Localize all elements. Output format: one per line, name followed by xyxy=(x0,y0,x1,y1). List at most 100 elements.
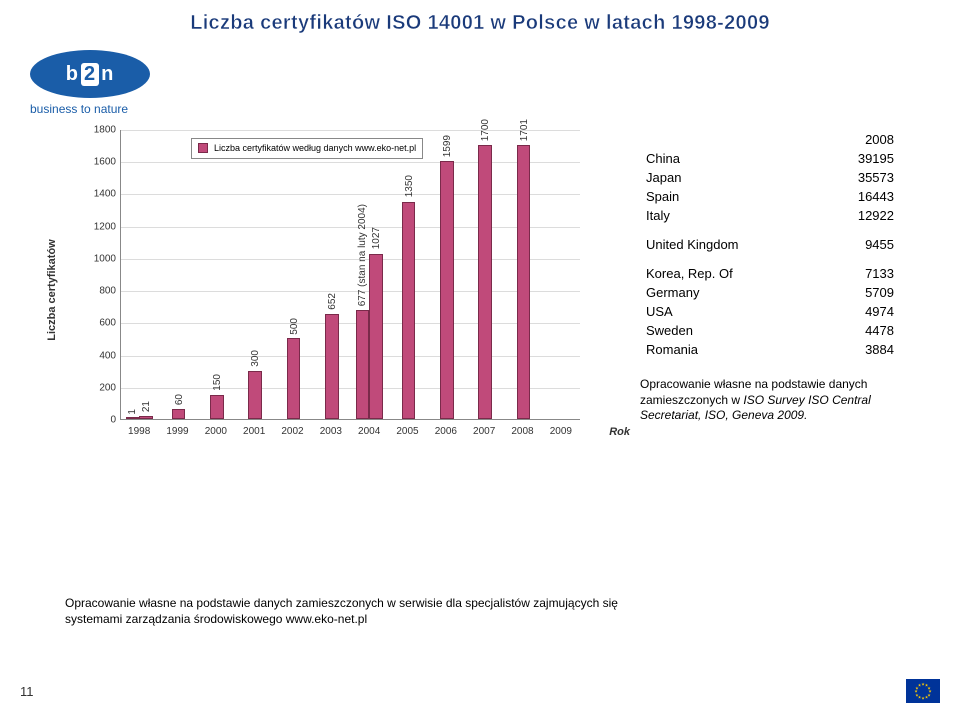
x-tick: 2004 xyxy=(358,426,380,437)
table-source: Opracowanie własne na podstawie danych z… xyxy=(640,377,900,424)
value-cell: 4478 xyxy=(818,321,900,340)
bar xyxy=(369,254,382,419)
country-cell: Romania xyxy=(640,340,818,359)
country-cell: United Kingdom xyxy=(640,235,818,254)
bar xyxy=(126,417,139,419)
bar xyxy=(325,314,338,419)
bar-label: 1027 xyxy=(371,227,382,249)
table-row: United Kingdom9455 xyxy=(640,235,900,254)
x-tick: 1998 xyxy=(128,426,150,437)
bar-label: 300 xyxy=(250,350,261,367)
grid-line xyxy=(121,227,580,228)
page-number: 11 xyxy=(20,684,34,699)
country-cell: Spain xyxy=(640,187,818,206)
y-tick: 400 xyxy=(88,350,116,361)
table-row: Italy12922 xyxy=(640,206,900,225)
logo-tagline: business to nature xyxy=(30,102,160,116)
bar-label: 21 xyxy=(141,401,152,412)
x-tick: 2006 xyxy=(435,426,457,437)
bar-label: 1701 xyxy=(519,119,530,141)
country-cell: China xyxy=(640,149,818,168)
table-row: Japan35573 xyxy=(640,168,900,187)
country-table: 2008 China39195Japan35573Spain16443Italy… xyxy=(640,130,900,359)
logo-2: 2 xyxy=(81,63,99,86)
bar-label: 677 (stan na luty 2004) xyxy=(357,204,368,306)
star-icon: ★ xyxy=(921,696,925,701)
value-cell: 4974 xyxy=(818,302,900,321)
bar-label: 1599 xyxy=(442,135,453,157)
grid-line xyxy=(121,259,580,260)
chart-legend: Liczba certyfikatów według danych www.ek… xyxy=(191,138,423,159)
value-cell: 39195 xyxy=(818,149,900,168)
x-tick: 2002 xyxy=(281,426,303,437)
bar xyxy=(402,202,415,420)
grid-line xyxy=(121,194,580,195)
y-tick: 800 xyxy=(88,286,116,297)
table-row: Sweden4478 xyxy=(640,321,900,340)
x-tick: 2005 xyxy=(396,426,418,437)
bar xyxy=(287,338,300,419)
bar xyxy=(248,371,261,419)
star-icon: ★ xyxy=(925,695,929,700)
bar xyxy=(440,161,453,419)
bar-label: 1 xyxy=(127,409,138,415)
y-axis-label: Liczba certyfikatów xyxy=(46,239,58,340)
value-cell: 3884 xyxy=(818,340,900,359)
grid-line xyxy=(121,388,580,389)
table-row: Romania3884 xyxy=(640,340,900,359)
bar xyxy=(139,416,152,419)
value-cell: 5709 xyxy=(818,283,900,302)
table-year: 2008 xyxy=(818,130,900,149)
x-tick: 2000 xyxy=(205,426,227,437)
grid-line xyxy=(121,162,580,163)
grid-line xyxy=(121,356,580,357)
legend-text: Liczba certyfikatów według danych www.ek… xyxy=(214,143,416,154)
country-table-block: 2008 China39195Japan35573Spain16443Italy… xyxy=(640,130,900,450)
value-cell: 35573 xyxy=(818,168,900,187)
table-row: China39195 xyxy=(640,149,900,168)
value-cell: 12922 xyxy=(818,206,900,225)
y-tick: 1200 xyxy=(88,221,116,232)
bar xyxy=(517,145,530,419)
logo-mark: b 2 n xyxy=(30,50,150,98)
table-row: Spain16443 xyxy=(640,187,900,206)
x-axis-label: Rok xyxy=(609,426,630,438)
country-cell: USA xyxy=(640,302,818,321)
footer-text: Opracowanie własne na podstawie danych z… xyxy=(65,595,665,627)
country-cell: Sweden xyxy=(640,321,818,340)
table-row: Korea, Rep. Of7133 xyxy=(640,264,900,283)
grid-line xyxy=(121,130,580,131)
value-cell: 9455 xyxy=(818,235,900,254)
legend-swatch xyxy=(198,143,208,153)
page-title: Liczba certyfikatów ISO 14001 w Polsce w… xyxy=(0,0,960,35)
bar xyxy=(172,409,185,419)
y-tick: 600 xyxy=(88,318,116,329)
y-tick: 1600 xyxy=(88,157,116,168)
bar xyxy=(356,310,369,419)
country-cell: Germany xyxy=(640,283,818,302)
bar-label: 652 xyxy=(327,293,338,310)
x-tick: 2007 xyxy=(473,426,495,437)
eu-flag-icon: ★★★★★★★★★★★★ xyxy=(906,679,940,703)
y-tick: 1800 xyxy=(88,125,116,136)
x-tick: 2008 xyxy=(511,426,533,437)
bar xyxy=(210,395,223,419)
logo-b: b xyxy=(66,63,79,86)
x-tick: 2001 xyxy=(243,426,265,437)
table-row: Germany5709 xyxy=(640,283,900,302)
star-icon: ★ xyxy=(918,682,922,687)
grid-line xyxy=(121,323,580,324)
value-cell: 7133 xyxy=(818,264,900,283)
bar-label: 1350 xyxy=(404,175,415,197)
y-tick: 0 xyxy=(88,415,116,426)
bar-label: 1700 xyxy=(480,119,491,141)
value-cell: 16443 xyxy=(818,187,900,206)
country-cell: Japan xyxy=(640,168,818,187)
country-cell: Korea, Rep. Of xyxy=(640,264,818,283)
x-tick: 2009 xyxy=(550,426,572,437)
y-tick: 1000 xyxy=(88,253,116,264)
table-row: USA4974 xyxy=(640,302,900,321)
country-cell: Italy xyxy=(640,206,818,225)
logo-n: n xyxy=(101,63,114,86)
x-tick: 1999 xyxy=(166,426,188,437)
